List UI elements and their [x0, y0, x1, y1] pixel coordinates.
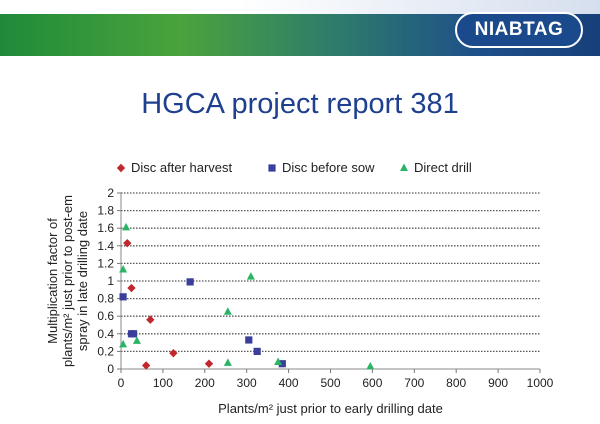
y-tick-label: 0.2: [97, 344, 114, 358]
chart-legend: Disc after harvest Disc before sow Direct …: [116, 160, 472, 175]
slide-title: HGCA project report 381: [141, 88, 459, 120]
data-point-diamond: [141, 361, 151, 370]
x-tick-label: 900: [488, 376, 508, 390]
y-tick-label: 1: [107, 274, 114, 288]
x-tick-label: 800: [446, 376, 466, 390]
x-tick-label: 100: [153, 376, 173, 390]
legend-entry: Disc before sow: [282, 160, 375, 175]
data-point-diamond: [146, 315, 155, 324]
data-point-square: [245, 336, 253, 344]
data-point-square: [278, 360, 286, 368]
data-points: [119, 222, 375, 370]
legend-marker-triangle: [400, 163, 408, 171]
y-tick-label: 1.8: [97, 204, 114, 218]
data-point-square: [253, 347, 261, 355]
y-axis-label-line: spray in late drilling date: [75, 211, 90, 351]
y-tick-label: 1.6: [97, 221, 114, 235]
x-tick-labels: 0 100 200 300 400 500 600 700 800 900 1000: [118, 376, 554, 390]
data-point-square: [119, 293, 127, 301]
x-axis-label: Plants/m² just prior to early drilling d…: [218, 401, 443, 416]
data-point-triangle: [223, 358, 232, 366]
data-point-diamond: [169, 348, 178, 358]
legend-marker-square: [268, 164, 276, 172]
data-point-triangle: [246, 272, 255, 280]
y-tick-label: 0.6: [97, 309, 114, 323]
legend-entry: Direct drill: [414, 160, 472, 175]
data-point-triangle: [366, 361, 375, 370]
legend-marker-diamond: [116, 163, 126, 173]
data-point-triangle: [119, 265, 128, 273]
x-tick-label: 700: [404, 376, 424, 390]
x-tick-label: 400: [279, 376, 299, 390]
data-point-triangle: [119, 339, 128, 348]
y-tick-labels: 0 0.2 0.4 0.6 0.8 1 1.2 1.4 1.6 1.8 2: [97, 186, 114, 376]
x-tick-label: 0: [118, 376, 125, 390]
x-tick-label: 300: [237, 376, 257, 390]
chart-axes: [117, 192, 541, 373]
y-tick-label: 0.4: [97, 327, 114, 341]
data-point-diamond: [204, 359, 214, 368]
data-point-diamond: [123, 238, 132, 248]
chart-grid: [121, 192, 540, 353]
legend-entry: Disc after harvest: [131, 160, 233, 175]
x-tick-label: 200: [195, 376, 215, 390]
y-tick-label: 0: [107, 362, 114, 376]
data-point-triangle: [223, 307, 232, 315]
y-tick-label: 2: [107, 186, 114, 200]
y-axis-label-line: Multiplication factor of: [45, 218, 60, 344]
x-tick-label: 1000: [527, 376, 554, 390]
niabtag-logo: NIABTAG: [455, 12, 583, 48]
y-axis-label-line: plants/m² just prior to post-em: [60, 195, 75, 367]
x-tick-label: 600: [362, 376, 382, 390]
data-point-triangle: [274, 357, 283, 365]
data-point-triangle: [122, 222, 131, 231]
data-point-square: [186, 278, 194, 286]
y-axis-label: Multiplication factor of plants/m² just p…: [45, 195, 90, 367]
data-point-triangle: [132, 336, 141, 344]
y-tick-label: 1.4: [97, 239, 114, 253]
header-banner-highlight: [0, 0, 600, 14]
y-tick-label: 1.2: [97, 256, 114, 270]
data-point-diamond: [127, 283, 136, 293]
data-point-square: [129, 330, 138, 338]
x-tick-label: 500: [320, 376, 340, 390]
y-tick-label: 0.8: [97, 292, 114, 306]
